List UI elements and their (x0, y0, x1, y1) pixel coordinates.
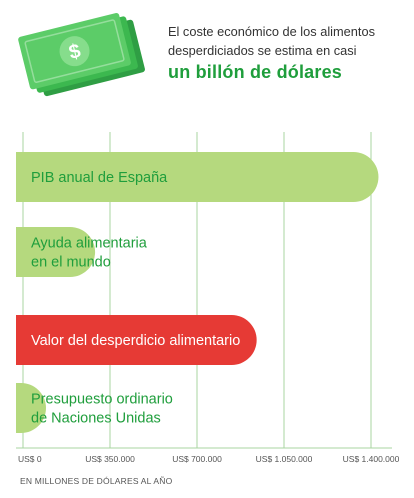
bar-label: en el mundo (31, 255, 111, 271)
banknotes-icon: $ (18, 13, 145, 97)
headline-highlight: un billón de dólares (168, 62, 343, 82)
bar-label: Presupuesto ordinario (31, 392, 173, 408)
headline: El coste económico de los alimentos desp… (168, 22, 408, 83)
bar (16, 227, 96, 277)
bar (16, 383, 46, 433)
tick-label: US$ 700.000 (172, 454, 222, 464)
x-axis-title: EN MILLONES DE DÓLARES AL AÑO (20, 476, 173, 486)
headline-intro: El coste económico de los alimentos desp… (168, 24, 375, 58)
tick-label: US$ 0 (18, 454, 42, 464)
tick-label: US$ 1.050.000 (256, 454, 313, 464)
bar-label: Valor del desperdicio alimentario (31, 333, 240, 349)
tick-label: US$ 1.400.000 (343, 454, 400, 464)
bar-label: de Naciones Unidas (31, 411, 161, 427)
bar (16, 315, 257, 365)
bar-label: Ayuda alimentaria (31, 236, 148, 252)
tick-label: US$ 350.000 (85, 454, 135, 464)
svg-text:$: $ (67, 40, 83, 64)
bar (16, 152, 379, 202)
bar-label: PIB anual de España (31, 170, 168, 186)
